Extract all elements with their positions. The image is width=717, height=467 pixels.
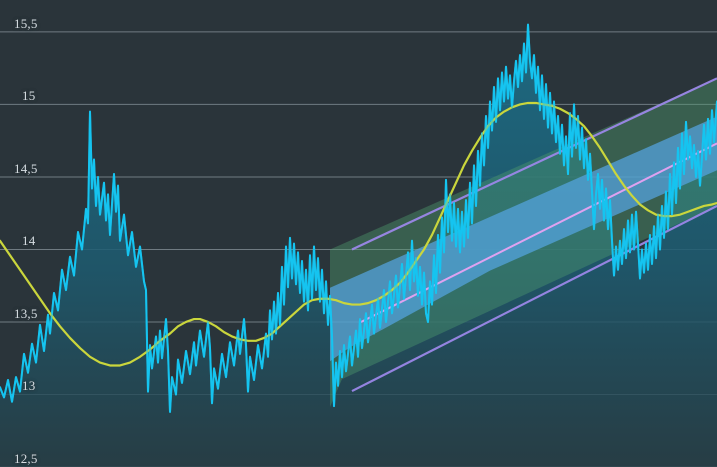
channel-upper-rail[interactable] (351, 77, 717, 251)
series-line-moving-average (0, 101, 717, 367)
series-line-price-overlay (0, 23, 717, 413)
channel-inner-band (330, 116, 717, 362)
price-area-fill (0, 24, 717, 467)
channel-center-line[interactable] (359, 142, 717, 324)
area-fill-price (0, 24, 717, 467)
regression-channel-overlay[interactable] (330, 77, 717, 408)
